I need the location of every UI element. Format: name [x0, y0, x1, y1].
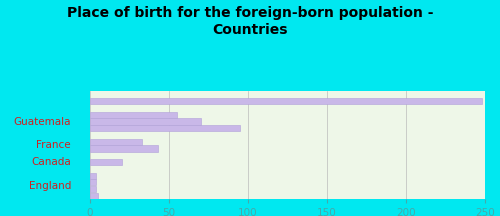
Bar [90, 173, 96, 179]
Bar [90, 159, 122, 165]
Text: Canada: Canada [32, 157, 71, 167]
Text: England: England [28, 181, 71, 191]
Bar [90, 112, 177, 118]
Bar [90, 145, 158, 152]
Bar [90, 179, 96, 186]
Text: France: France [36, 140, 71, 150]
Bar [90, 98, 482, 104]
Bar [90, 125, 240, 131]
Bar [90, 192, 98, 199]
Text: Place of birth for the foreign-born population -
Countries: Place of birth for the foreign-born popu… [67, 6, 433, 37]
Bar [90, 186, 96, 192]
Bar [90, 139, 142, 145]
Text: Guatemala: Guatemala [14, 117, 71, 127]
Bar [90, 119, 200, 125]
